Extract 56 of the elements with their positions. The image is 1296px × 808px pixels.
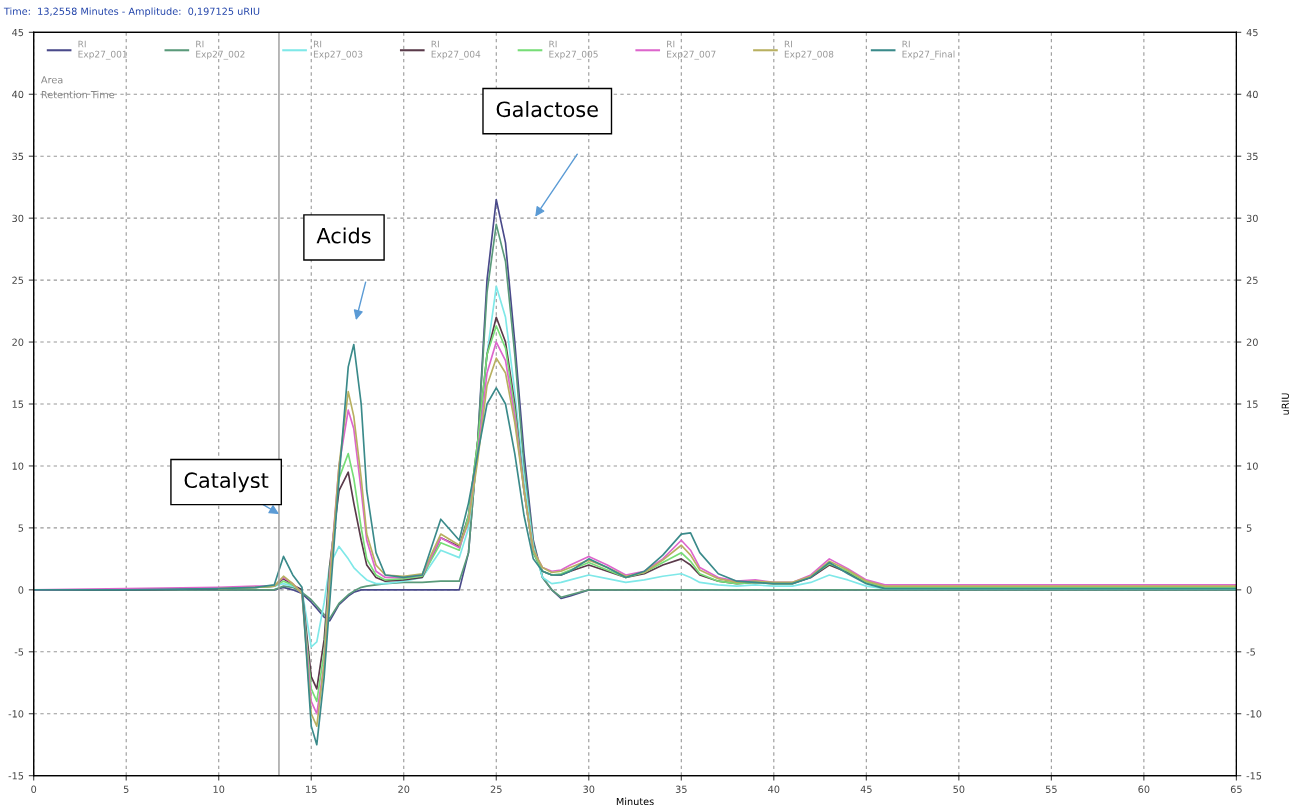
- x-tick-label: 45: [860, 785, 872, 793]
- x-tick-label: 25: [490, 785, 502, 793]
- y-tick-label: 5: [18, 524, 24, 532]
- legend-label: RI Exp27_003: [313, 40, 363, 60]
- y-tick-label: 30: [12, 214, 24, 222]
- x-tick-label: 5: [123, 785, 129, 793]
- y-tick-label: -5: [14, 648, 24, 656]
- x-tick-label: 30: [583, 785, 595, 793]
- x-tick-label: 35: [675, 785, 687, 793]
- y-tick-label: 35: [12, 152, 24, 161]
- y-tick-label: 10: [12, 462, 24, 470]
- y2-tick-label: -5: [1246, 648, 1255, 656]
- y2-tick-label: -15: [1246, 772, 1262, 780]
- x-tick-label: 20: [398, 785, 410, 793]
- y2-tick-label: 25: [1246, 276, 1258, 284]
- y2-tick-label: -10: [1246, 710, 1262, 718]
- legend-label: RI Exp27_001: [78, 40, 127, 60]
- x-axis-title: Minutes: [616, 797, 654, 806]
- annotation: Area: [40, 76, 63, 84]
- legend-label: RI Exp27_007: [667, 40, 716, 60]
- y-tick-label: -10: [8, 710, 24, 718]
- y2-tick-label: 35: [1246, 152, 1258, 161]
- legend-label: RI Exp27_002: [196, 40, 245, 60]
- y-tick-label: 15: [12, 400, 24, 408]
- x-tick-label: 10: [213, 785, 225, 793]
- y2-axis-title: uRIU: [1281, 393, 1289, 415]
- y-tick-label: 20: [12, 338, 24, 346]
- y-tick-label: 25: [12, 276, 24, 284]
- y-tick-label: 0: [18, 586, 24, 594]
- legend-label: RI Exp27_008: [784, 40, 834, 60]
- x-tick-label: 15: [306, 785, 317, 793]
- legend-label: RI Exp27_005: [549, 40, 598, 60]
- x-tick-label: 0: [31, 785, 37, 793]
- y2-tick-label: 10: [1247, 462, 1258, 470]
- annotation: Catalyst: [184, 471, 269, 493]
- y2-tick-label: 30: [1246, 214, 1258, 222]
- y2-tick-label: 40: [1246, 90, 1258, 99]
- y-tick-label: -15: [8, 772, 24, 780]
- y-tick-label: 45: [12, 28, 24, 37]
- annotation: Galactose: [496, 101, 598, 118]
- x-tick-label: 50: [953, 785, 965, 793]
- x-tick-label: 65: [1230, 785, 1242, 793]
- y2-tick-label: 0: [1246, 586, 1252, 594]
- x-tick-label: 55: [1045, 785, 1057, 793]
- y2-tick-label: 15: [1247, 400, 1258, 408]
- legend-label: RI Exp27_Final: [902, 40, 955, 60]
- y2-tick-label: 20: [1246, 338, 1258, 346]
- x-tick-label: 60: [1138, 785, 1150, 793]
- legend-label: RI Exp27_004: [431, 40, 481, 60]
- annotation: Acids: [316, 227, 371, 244]
- y-tick-label: 40: [12, 90, 24, 99]
- y2-tick-label: 5: [1246, 524, 1252, 532]
- text: Time: 13,2558 Minutes - Amplitude: 0,197125 uRIU: [3, 7, 260, 17]
- x-tick-label: 40: [768, 785, 780, 793]
- annotation: Retention Time: [41, 90, 115, 99]
- y2-tick-label: 45: [1246, 28, 1258, 37]
